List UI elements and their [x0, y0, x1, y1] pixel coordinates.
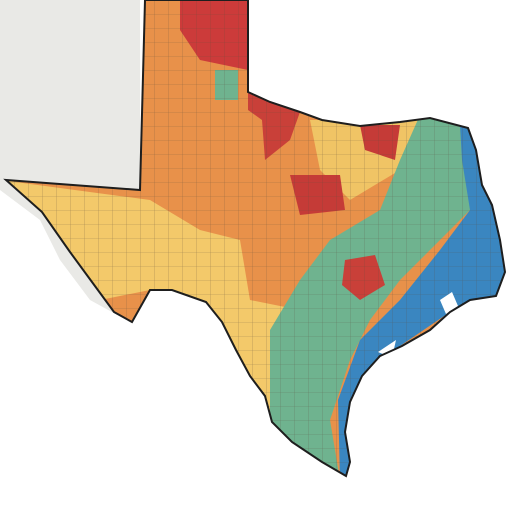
bay — [350, 292, 458, 420]
state-outline — [3, 0, 507, 478]
neighbor-region — [0, 0, 140, 322]
